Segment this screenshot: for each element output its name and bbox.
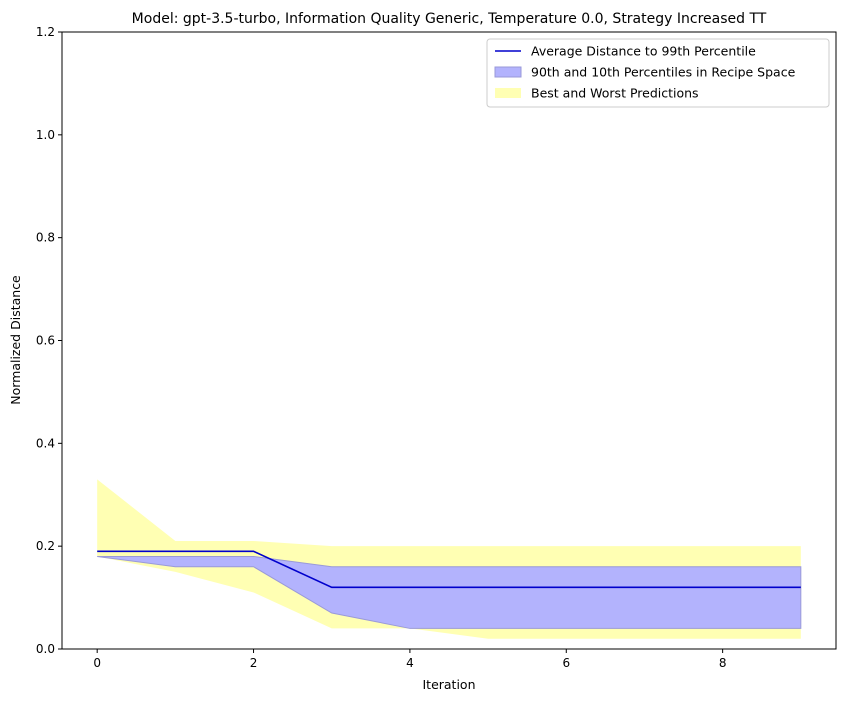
y-tick-label: 0.8	[36, 231, 55, 245]
x-axis-label: Iteration	[422, 677, 475, 692]
y-tick-label: 0.2	[36, 539, 55, 553]
y-tick-label: 0.0	[36, 642, 55, 656]
bands-layer	[97, 479, 802, 639]
series-line-average-distance	[97, 550, 801, 589]
legend-entry-label: 90th and 10th Percentiles in Recipe Spac…	[531, 65, 796, 80]
x-tick-label: 4	[406, 656, 414, 670]
y-tick-label: 1.2	[36, 25, 55, 39]
band-percentiles	[97, 555, 802, 629]
legend-entry-label: Average Distance to 99th Percentile	[531, 44, 756, 59]
x-tick-label: 0	[93, 656, 101, 670]
y-axis: 0.0 0.2 0.4 0.6 0.8 1.0 1.2	[36, 25, 62, 656]
y-tick-label: 1.0	[36, 128, 55, 142]
lines-layer	[97, 550, 801, 589]
chart-title: Model: gpt-3.5-turbo, Information Qualit…	[132, 11, 767, 27]
y-tick-label: 0.4	[36, 436, 55, 450]
x-axis: 0 2 4 6 8	[93, 649, 726, 670]
x-tick-label: 2	[250, 656, 258, 670]
legend-box	[486, 38, 830, 108]
x-tick-label: 8	[719, 656, 727, 670]
legend-swatch-band	[495, 88, 521, 98]
y-axis-label: Normalized Distance	[8, 275, 23, 405]
y-tick-label: 0.6	[36, 334, 55, 348]
x-tick-label: 6	[562, 656, 570, 670]
legend-swatch-band	[494, 66, 522, 78]
legend: Average Distance to 99th Percentile 90th …	[486, 38, 830, 108]
legend-entry-label: Best and Worst Predictions	[531, 86, 699, 101]
